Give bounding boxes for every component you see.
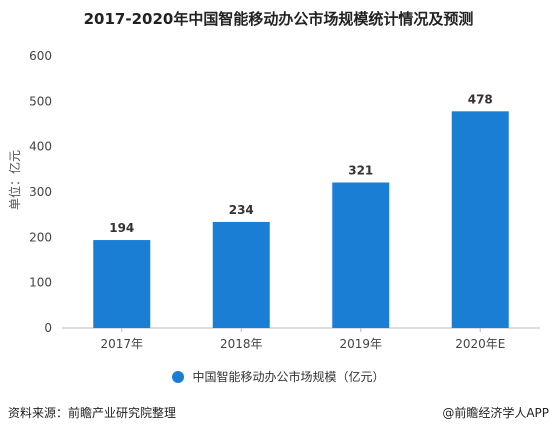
y-tick-label: 400 — [29, 140, 52, 154]
data-label: 234 — [229, 203, 254, 217]
legend-label: 中国智能移动办公市场规模（亿元） — [192, 370, 385, 384]
x-tick-label: 2017年 — [100, 337, 143, 351]
y-tick-label: 300 — [29, 185, 52, 199]
legend-swatch — [172, 371, 185, 383]
legend: 中国智能移动办公市场规模（亿元） — [0, 368, 557, 385]
bar — [212, 221, 270, 328]
y-tick-label: 0 — [44, 321, 52, 335]
bar — [451, 111, 509, 328]
brand-credit: @前瞻经济学人APP — [442, 406, 549, 420]
x-tick-label: 2019年 — [339, 337, 382, 351]
y-tick-label: 100 — [29, 276, 52, 290]
data-label: 321 — [348, 163, 373, 177]
x-tick-label: 2020年E — [455, 337, 505, 351]
data-label: 194 — [109, 221, 134, 235]
chart-title: 2017-2020年中国智能移动办公市场规模统计情况及预测 — [83, 10, 474, 28]
bar — [332, 182, 390, 328]
y-tick-label: 500 — [29, 94, 52, 108]
source-note: 资料来源：前瞻产业研究院整理 — [8, 406, 177, 420]
y-tick-label: 200 — [29, 230, 52, 244]
x-tick-label: 2018年 — [220, 337, 263, 351]
footer: 资料来源：前瞻产业研究院整理 @前瞻经济学人APP — [0, 400, 557, 424]
y-tick-label: 600 — [29, 49, 52, 63]
bar — [93, 240, 151, 328]
data-label: 478 — [468, 92, 493, 106]
